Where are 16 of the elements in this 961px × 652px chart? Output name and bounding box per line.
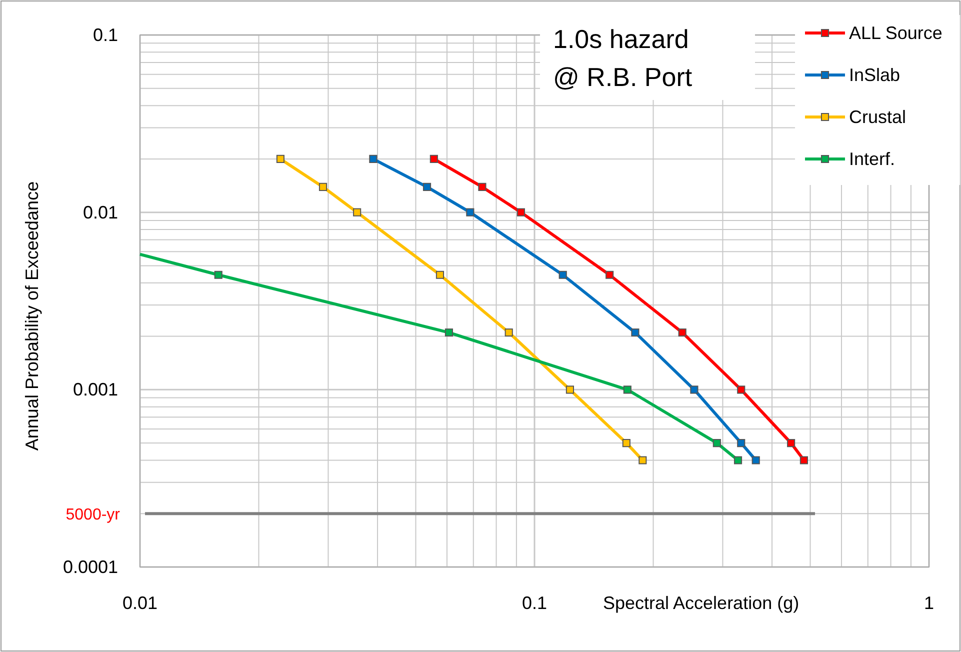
y-tick-label: 0.0001	[62, 557, 118, 577]
legend-label: Interf.	[849, 149, 896, 169]
y-tick-label: 0.1	[92, 25, 118, 45]
legend-label: Crustal	[849, 107, 906, 127]
x-tick-label: 0.01	[122, 593, 158, 613]
annotation: 1.0s hazard	[553, 24, 689, 54]
legend-label: InSlab	[849, 65, 900, 85]
x-tick-label: 0.1	[522, 593, 548, 613]
legend-label: ALL Source	[849, 23, 942, 43]
x-tick-label: 1	[924, 593, 934, 613]
annotation: @ R.B. Port	[553, 62, 693, 92]
x-axis-title: Spectral Acceleration (g)	[603, 593, 800, 613]
ref-line-label: 5000-yr	[66, 506, 121, 524]
y-axis-title: Annual Probability of Exceedance	[22, 181, 42, 451]
y-tick-label: 0.01	[82, 202, 118, 222]
y-tick-label: 0.001	[72, 380, 118, 400]
